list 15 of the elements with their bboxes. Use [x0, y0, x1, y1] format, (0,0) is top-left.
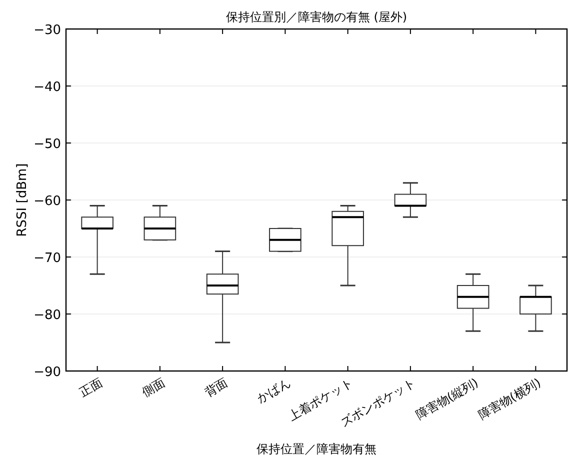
- y-tick-label: −40: [34, 80, 61, 95]
- y-tick-label: −90: [34, 365, 61, 380]
- x-tick-label: かばん: [254, 375, 293, 406]
- y-axis-title: RSSI [dBm]: [15, 163, 30, 237]
- x-tick-label: 障害物(横列): [476, 375, 544, 422]
- y-tick-label: −60: [34, 194, 61, 209]
- chart-title: 保持位置別／障害物の有無 (屋外): [226, 10, 408, 24]
- x-tick-label: 側面: [140, 375, 168, 400]
- x-tick-label: 背面: [202, 375, 230, 400]
- y-tick-label: −30: [34, 23, 61, 38]
- x-tick-label: 正面: [77, 375, 105, 400]
- y-tick-label: −70: [34, 251, 61, 266]
- y-tick-label: −80: [34, 308, 61, 323]
- x-axis-title: 保持位置／障害物有無: [256, 442, 376, 456]
- y-tick-label: −50: [34, 137, 61, 152]
